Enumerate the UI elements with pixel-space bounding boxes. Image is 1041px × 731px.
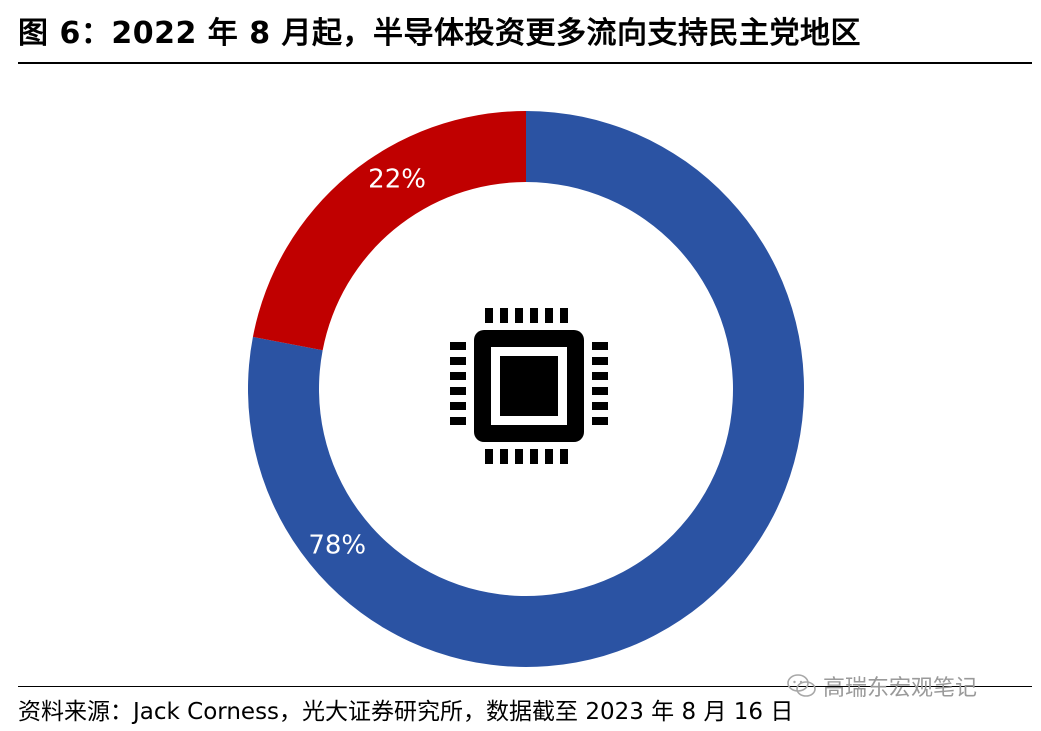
slice-label-1: 22% xyxy=(368,165,426,195)
page-title: 图 6：2022 年 8 月起，半导体投资更多流向支持民主党地区 xyxy=(18,16,862,51)
donut-slice-1 xyxy=(252,111,527,351)
slice-label-0: 78% xyxy=(308,530,366,560)
microchip-icon xyxy=(450,308,608,464)
source-note: 资料来源：Jack Corness，光大证券研究所，数据截至 2023 年 8 … xyxy=(18,699,794,725)
title-divider xyxy=(18,62,1032,64)
donut-chart: 78% 22% xyxy=(248,111,805,668)
donut-slices xyxy=(248,111,805,668)
slice-labels: 78% 22% xyxy=(308,165,426,561)
source-divider xyxy=(18,686,1032,687)
watermark: 高瑞东宏观笔记 xyxy=(787,670,977,702)
wechat-icon xyxy=(787,674,816,697)
watermark-text: 高瑞东宏观笔记 xyxy=(823,676,978,701)
